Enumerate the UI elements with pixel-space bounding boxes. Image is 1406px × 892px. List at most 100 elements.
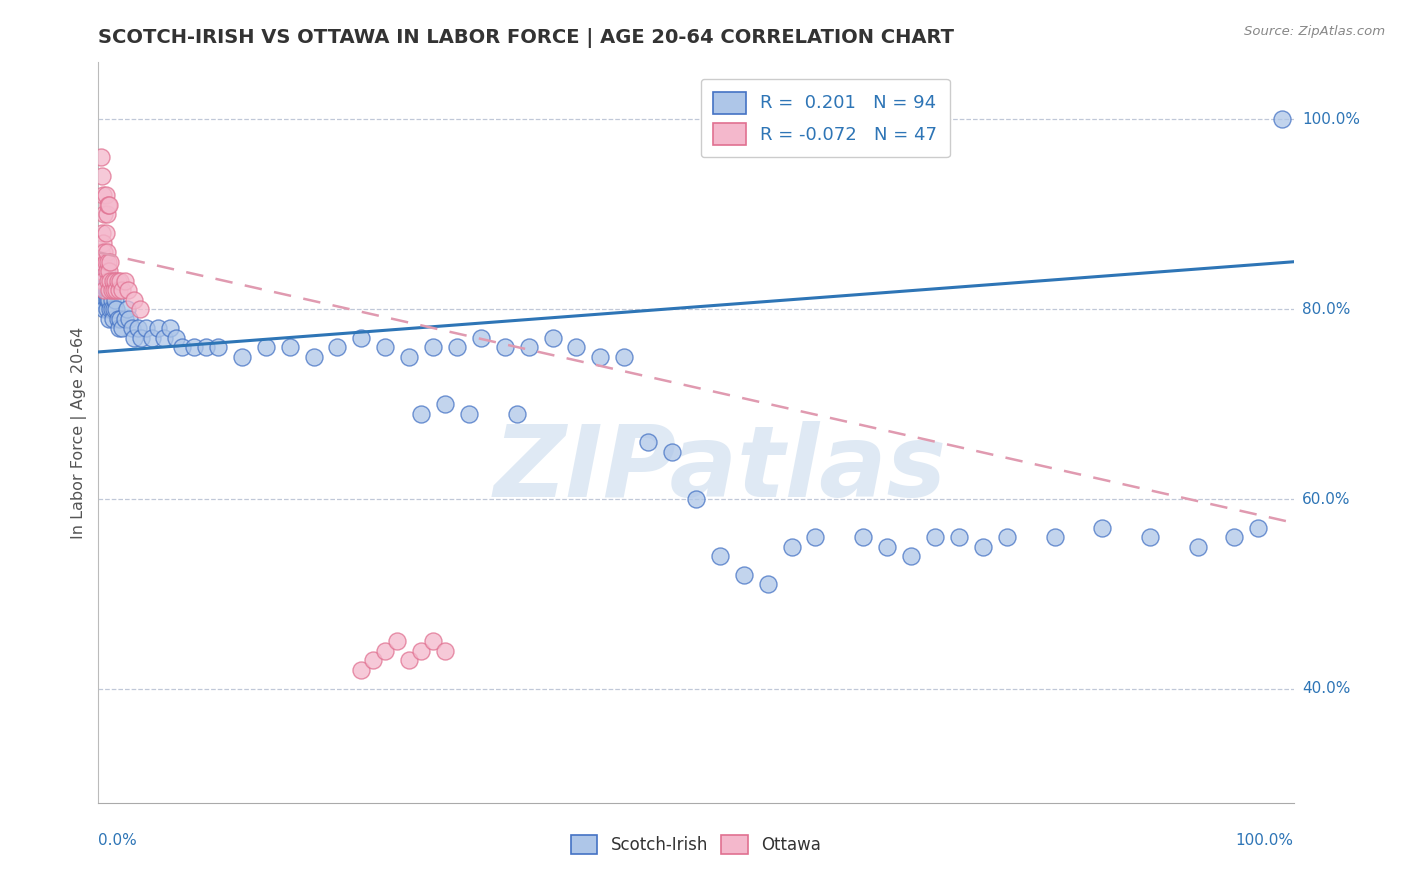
Point	[458, 407, 481, 421]
Point	[104, 274, 127, 288]
Point	[108, 274, 131, 288]
Point	[852, 530, 875, 544]
Point	[121, 321, 143, 335]
Point	[97, 274, 120, 288]
Point	[96, 207, 118, 221]
Point	[104, 293, 127, 307]
Point	[107, 311, 129, 326]
Point	[94, 188, 117, 202]
Point	[124, 293, 146, 307]
Point	[91, 283, 114, 297]
Point	[96, 293, 118, 307]
Point	[100, 283, 122, 297]
Point	[94, 227, 117, 241]
Point	[363, 653, 385, 667]
Point	[1091, 520, 1114, 534]
Point	[107, 274, 129, 288]
Point	[124, 331, 146, 345]
Point	[589, 350, 612, 364]
Point	[98, 274, 122, 288]
Point	[97, 293, 120, 307]
Point	[350, 663, 373, 677]
Point	[172, 340, 194, 354]
Point	[231, 350, 253, 364]
Point	[90, 264, 112, 278]
Point	[207, 340, 229, 354]
Point	[97, 283, 120, 297]
Point	[98, 311, 121, 326]
Point	[115, 302, 138, 317]
Point	[565, 340, 588, 354]
Text: SCOTCH-IRISH VS OTTAWA IN LABOR FORCE | AGE 20-64 CORRELATION CHART: SCOTCH-IRISH VS OTTAWA IN LABOR FORCE | …	[98, 28, 955, 48]
Point	[141, 331, 163, 345]
Point	[411, 407, 433, 421]
Point	[111, 321, 134, 335]
Point	[91, 235, 114, 250]
Point	[165, 331, 187, 345]
Legend: Scotch-Irish, Ottawa: Scotch-Irish, Ottawa	[564, 829, 828, 861]
Text: Source: ZipAtlas.com: Source: ZipAtlas.com	[1244, 25, 1385, 38]
Point	[96, 283, 118, 297]
Point	[131, 331, 153, 345]
Point	[159, 321, 181, 335]
Point	[153, 331, 176, 345]
Text: 80.0%: 80.0%	[1302, 301, 1350, 317]
Point	[127, 321, 149, 335]
Point	[411, 644, 433, 658]
Point	[350, 331, 373, 345]
Point	[995, 530, 1018, 544]
Point	[91, 254, 114, 268]
Y-axis label: In Labor Force | Age 20-64: In Labor Force | Age 20-64	[72, 326, 87, 539]
Point	[97, 254, 120, 268]
Point	[91, 227, 114, 241]
Point	[1223, 530, 1246, 544]
Point	[1043, 530, 1066, 544]
Point	[96, 302, 118, 317]
Point	[118, 311, 141, 326]
Point	[98, 264, 121, 278]
Point	[98, 198, 121, 212]
Text: 100.0%: 100.0%	[1302, 112, 1360, 127]
Point	[93, 302, 115, 317]
Point	[1271, 112, 1294, 127]
Point	[94, 283, 117, 297]
Point	[91, 293, 114, 307]
Point	[148, 321, 170, 335]
Text: ZIPatlas: ZIPatlas	[494, 421, 946, 518]
Point	[1247, 520, 1270, 534]
Point	[97, 198, 120, 212]
Point	[90, 150, 112, 164]
Point	[96, 245, 118, 260]
Point	[90, 283, 112, 297]
Point	[105, 302, 128, 317]
Point	[90, 245, 112, 260]
Point	[494, 340, 516, 354]
Point	[111, 283, 134, 297]
Point	[446, 340, 468, 354]
Point	[93, 207, 115, 221]
Point	[183, 340, 205, 354]
Point	[91, 274, 114, 288]
Point	[107, 321, 129, 335]
Point	[1187, 540, 1209, 554]
Point	[326, 340, 349, 354]
Point	[398, 350, 420, 364]
Point	[114, 311, 136, 326]
Point	[541, 331, 564, 345]
Point	[101, 274, 124, 288]
Point	[948, 530, 970, 544]
Point	[385, 634, 409, 648]
Point	[96, 264, 118, 278]
Point	[98, 293, 121, 307]
Point	[278, 340, 301, 354]
Point	[98, 254, 122, 268]
Text: 60.0%: 60.0%	[1302, 491, 1350, 507]
Text: 0.0%: 0.0%	[98, 833, 138, 848]
Point	[93, 245, 115, 260]
Point	[90, 264, 112, 278]
Point	[302, 350, 325, 364]
Point	[422, 340, 444, 354]
Point	[117, 283, 139, 297]
Point	[613, 350, 636, 364]
Point	[105, 283, 128, 297]
